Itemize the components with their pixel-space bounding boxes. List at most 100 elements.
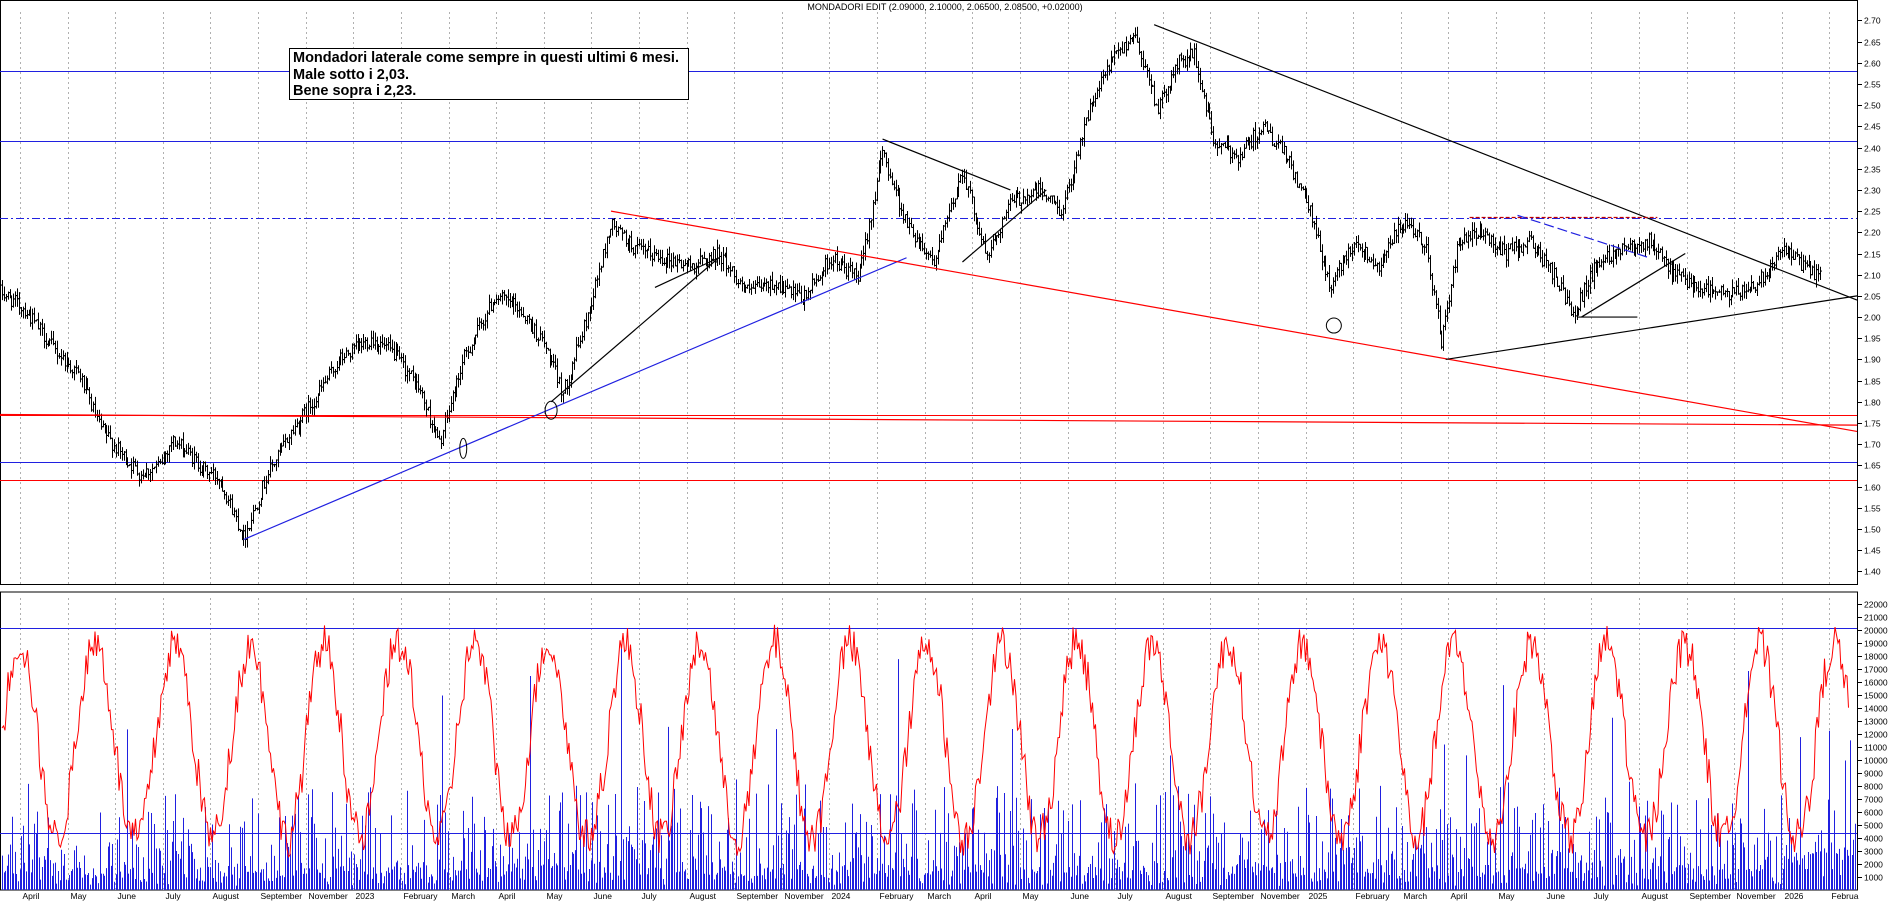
price-y-tick-label: 1.60 (1864, 483, 1881, 493)
volume-y-tick-label: 3000 (1864, 847, 1883, 857)
volume-y-tick-label: 8000 (1864, 782, 1883, 792)
price-y-tick-label: 2.40 (1864, 144, 1881, 154)
x-tick-label: May (1499, 891, 1516, 901)
x-tick-label: November (1737, 891, 1776, 901)
price-y-tick-label: 2.45 (1864, 122, 1881, 132)
volume-y-tick-label: 5000 (1864, 821, 1883, 831)
x-tick-label: March (1404, 891, 1428, 901)
volume-y-tick-label: 16000 (1864, 678, 1888, 688)
volume-y-tick-label: 1000 (1864, 873, 1883, 883)
x-tick-label: May (71, 891, 88, 901)
volume-y-tick-label: 14000 (1864, 704, 1888, 714)
price-y-tick-label: 1.80 (1864, 398, 1881, 408)
price-y-tick-label: 2.25 (1864, 207, 1881, 217)
price-y-tick-label: 2.10 (1864, 271, 1881, 281)
price-y-tick-label: 1.50 (1864, 525, 1881, 535)
x-tick-label: August (1642, 891, 1669, 901)
volume-y-tick-label: 12000 (1864, 730, 1888, 740)
oscillator-line (1, 624, 1849, 858)
x-tick-label: April (499, 891, 516, 901)
x-tick-label: May (1023, 891, 1040, 901)
touch-marker-ellipse (544, 400, 558, 420)
price-y-tick-label: 1.90 (1864, 355, 1881, 365)
x-tick-label: September (1213, 891, 1255, 901)
ascending-black-support-line (1445, 295, 1858, 361)
price-y-tick-label: 2.65 (1864, 38, 1881, 48)
x-tick-label: 2025 (1309, 891, 1328, 901)
volume-y-tick-label: 17000 (1864, 665, 1888, 675)
price-y-tick-label: 2.20 (1864, 228, 1881, 238)
volume-y-tick-label: 10000 (1864, 756, 1888, 766)
flag-lower-line (962, 189, 1047, 263)
x-tick-label: April (975, 891, 992, 901)
price-y-tick-label: 2.05 (1864, 292, 1881, 302)
touch-marker-circle (1325, 317, 1342, 334)
x-tick-label: April (23, 891, 40, 901)
x-tick-label: June (594, 891, 613, 901)
price-y-tick-label: 2.35 (1864, 165, 1881, 175)
price-y-tick-label: 1.95 (1864, 334, 1881, 344)
price-panel-frame (0, 0, 1858, 585)
rally-trendline-top (654, 257, 720, 288)
volume-y-tick-label: 11000 (1864, 743, 1887, 753)
price-y-tick-label: 1.55 (1864, 504, 1881, 514)
chart-header-title: MONDADORI EDIT (2.09000, 2.10000, 2.0650… (807, 2, 1083, 12)
price-y-tick-label: 2.15 (1864, 250, 1881, 260)
annotation-line-3: Bene sopra i 2,23. (293, 83, 417, 99)
x-tick-label: July (642, 891, 658, 901)
x-tick-label: March (452, 891, 476, 901)
x-tick-label: June (118, 891, 137, 901)
red-horizontal-support-line (0, 413, 1858, 426)
price-y-tick-label: 1.65 (1864, 461, 1881, 471)
annotation-line-2: Male sotto i 2,03. (293, 66, 410, 83)
x-tick-label: August (690, 891, 717, 901)
volume-y-tick-label: 9000 (1864, 769, 1883, 779)
price-y-tick-label: 1.45 (1864, 546, 1881, 556)
touch-marker-ellipse (459, 437, 468, 459)
x-tick-label: June (1071, 891, 1090, 901)
flag-upper-line (882, 138, 1011, 191)
volume-y-tick-label: 4000 (1864, 834, 1883, 844)
price-y-tick-label: 2.30 (1864, 186, 1881, 196)
descending-red-trendline (610, 210, 1858, 433)
x-tick-label: June (1547, 891, 1566, 901)
price-bars-group (0, 26, 1822, 548)
x-tick-label: November (785, 891, 824, 901)
x-tick-label: September (737, 891, 779, 901)
volume-bars-group (2, 644, 1856, 890)
volume-y-tick-label: 19000 (1864, 639, 1888, 649)
x-tick-label: May (547, 891, 564, 901)
annotation-box: Mondadori laterale come sempre in questi… (289, 48, 689, 100)
volume-y-tick-label: 15000 (1864, 691, 1888, 701)
price-y-tick-label: 1.40 (1864, 567, 1881, 577)
x-tick-label: November (309, 891, 348, 901)
x-tick-label: August (1166, 891, 1193, 901)
volume-y-tick-label: 18000 (1864, 652, 1888, 662)
x-tick-label: July (1594, 891, 1610, 901)
volume-y-tick-label: 6000 (1864, 808, 1883, 818)
x-tick-label: July (166, 891, 182, 901)
descending-black-resistance-line (1153, 24, 1858, 301)
x-tick-label: 2023 (356, 891, 375, 901)
x-tick-label: Februa (1832, 891, 1859, 901)
x-tick-label: August (213, 891, 240, 901)
price-y-tick-label: 2.00 (1864, 313, 1881, 323)
price-y-tick-label: 2.55 (1864, 80, 1881, 90)
x-tick-label: 2024 (832, 891, 851, 901)
x-tick-label: April (1451, 891, 1468, 901)
ascending-support-trendline (243, 257, 907, 541)
volume-y-tick-label: 21000 (1864, 613, 1888, 623)
x-tick-label: September (261, 891, 303, 901)
price-y-tick-label: 1.85 (1864, 377, 1881, 387)
annotation-line-1: Mondadori laterale come sempre in questi… (293, 50, 679, 66)
x-tick-label: July (1118, 891, 1134, 901)
volume-y-tick-label: 22000 (1864, 600, 1888, 610)
rally-trendline (550, 257, 720, 403)
x-tick-label: February (404, 891, 439, 901)
x-tick-label: September (1690, 891, 1732, 901)
price-y-tick-label: 1.75 (1864, 419, 1881, 429)
volume-y-tick-label: 7000 (1864, 795, 1883, 805)
x-tick-label: 2026 (1785, 891, 1804, 901)
